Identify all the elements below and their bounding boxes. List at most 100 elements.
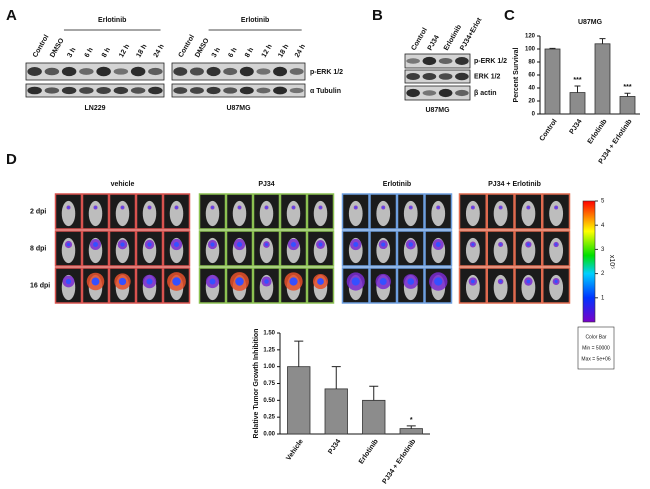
x-tick-label: PJ34 (569, 118, 584, 135)
bar (619, 96, 636, 115)
signal-core (238, 206, 241, 209)
signal-core (175, 206, 178, 209)
mouse (376, 200, 391, 227)
blot-band (79, 87, 94, 94)
blot-band (44, 67, 60, 76)
lane-label: 24 h (153, 43, 166, 59)
blot-band (189, 87, 204, 94)
image-tile (135, 193, 164, 230)
colorbar-tick-label: 5 (601, 199, 605, 205)
blot-band (256, 68, 271, 75)
blot-band (148, 67, 163, 76)
signal-core (434, 277, 443, 286)
blot-strip (404, 85, 471, 101)
y-tick-label: 1.25 (263, 347, 275, 353)
blot-band (422, 90, 437, 96)
chart-title: U87MG (578, 19, 603, 26)
blot-band (130, 66, 146, 77)
mouse (521, 200, 536, 227)
signal-core (211, 206, 214, 209)
mouse (431, 200, 446, 227)
mouse (286, 200, 301, 227)
blot-band (206, 66, 221, 77)
lane-label: 6 h (84, 47, 95, 59)
x-tick-label: Vehicle (285, 438, 305, 462)
colorbar-unit: x10⁵ (608, 255, 615, 269)
signal-core (91, 277, 100, 286)
signal-core (146, 278, 153, 285)
lane-label: Control (32, 34, 51, 59)
treatment-label: Erlotinib (98, 17, 126, 24)
y-axis-label: Percent Survival (513, 48, 520, 103)
blot-band (79, 68, 94, 75)
bar (399, 428, 423, 435)
lane-label: 18 h (135, 43, 148, 59)
mouse (465, 200, 480, 227)
mouse (313, 200, 328, 227)
group-label: PJ34 + Erlotinib (488, 181, 541, 188)
signal-core (381, 242, 386, 247)
signal-core (210, 242, 215, 247)
y-tick-label: 0 (532, 112, 536, 118)
blot-band (289, 87, 304, 94)
blot-band (406, 58, 420, 64)
blot-band (406, 88, 420, 98)
signal-core (235, 277, 244, 286)
signal-core (354, 206, 357, 209)
bar (544, 48, 561, 115)
signal-core (554, 243, 558, 246)
blot-strip (171, 83, 306, 98)
signal-core (173, 241, 180, 248)
cell-line-label: U87MG (425, 107, 450, 114)
row-label: 16 dpi (30, 282, 50, 289)
mouse (61, 200, 76, 227)
blot-band (113, 68, 129, 75)
error-bar (294, 340, 304, 367)
error-bar (599, 38, 606, 44)
error-bar (549, 47, 556, 49)
y-tick-label: 0.75 (263, 381, 275, 387)
signal-core (435, 242, 441, 247)
mouse (205, 200, 220, 227)
signal-core (94, 206, 97, 209)
colorbar-legend-box (577, 326, 615, 370)
x-tick-label: Erlotinib (358, 438, 380, 465)
signal-core (290, 241, 297, 248)
signal-core (408, 242, 413, 247)
signal-core (499, 243, 502, 246)
y-tick-label: 100 (525, 47, 536, 53)
panel-label: A (6, 7, 17, 24)
blot-strip (171, 62, 306, 81)
lane-label: 18 h (277, 43, 290, 59)
bar (324, 388, 348, 435)
lane-label: DMSO (49, 37, 66, 59)
mouse (259, 237, 274, 264)
lane-label: 24 h (294, 43, 307, 59)
mouse (115, 200, 130, 227)
blot-band (438, 73, 453, 80)
lane-label: PJ34+Erlot (459, 16, 484, 52)
signal-core (554, 279, 558, 284)
colorbar-tick-label: 1 (601, 295, 605, 301)
signal-core (118, 277, 127, 286)
row-label: 2 dpi (30, 208, 46, 215)
cell-line-label: LN229 (84, 105, 105, 112)
signal-core (209, 278, 216, 285)
lane-label: PJ34 (427, 34, 441, 52)
signal-core (471, 243, 475, 246)
signal-core (526, 243, 530, 246)
mouse (493, 237, 508, 264)
mouse (88, 200, 103, 227)
blot-band (27, 67, 42, 76)
blot-strip (404, 53, 471, 69)
signal-core (289, 277, 298, 286)
x-tick-label: PJ34 (327, 438, 342, 455)
group-label: PJ34 (258, 181, 274, 188)
mouse (169, 200, 184, 227)
lane-label: 3 h (66, 47, 77, 59)
y-tick-label: 1.00 (263, 364, 275, 370)
mouse (259, 200, 274, 227)
blot-band (223, 87, 238, 94)
colorbar-tick-label: 3 (601, 247, 605, 253)
blot-band (173, 67, 188, 76)
